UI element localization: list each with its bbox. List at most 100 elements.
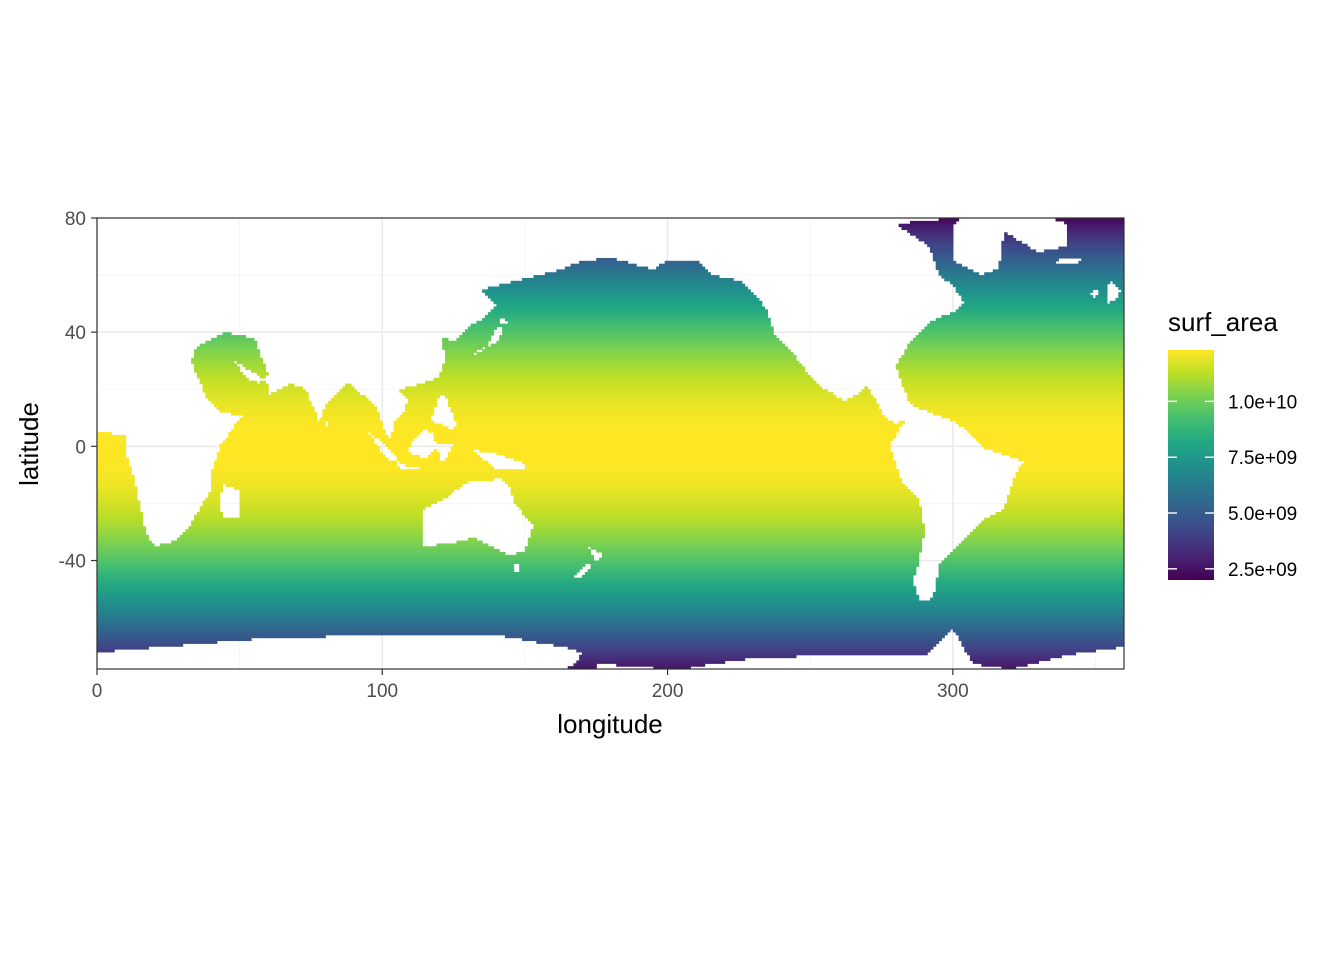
ocean-cell-run [97,437,127,442]
ocean-cell-run [952,629,1124,633]
ocean-cell-run [1112,280,1124,285]
ocean-cell-run [972,434,1124,439]
ocean-cell-run [932,591,1124,596]
ocean-cell-run [97,443,127,447]
ocean-cell-run [453,426,900,430]
ocean-cell-run [399,414,432,419]
ocean-cell-run [222,440,375,445]
ocean-cell-run [530,529,925,533]
ocean-cell-run [510,489,911,493]
ocean-cell-run [530,520,923,525]
ocean-cell-run [530,531,925,536]
ocean-cell-run [952,549,1124,553]
x-tick-label: 200 [652,681,684,702]
ocean-cell-run [499,335,777,339]
ocean-cell-run [861,389,871,393]
ocean-cell-run [1004,235,1014,239]
ocean-cell-run [1018,457,1124,462]
ocean-cell-run [191,520,423,525]
ocean-cell-run [904,352,1124,356]
ocean-cell-run [427,429,900,433]
ocean-cell-run [978,440,1124,445]
ocean-cell-run [97,446,127,450]
ocean-cell-run [955,309,1124,313]
y-tick-label: 0 [75,437,86,458]
ocean-cell-run [504,454,894,459]
ocean-cell-run [524,466,897,470]
ocean-cell-run [1058,246,1124,250]
ocean-cell-run [1015,472,1124,476]
ocean-cell-run [898,360,1124,365]
ocean-cell-run [447,454,480,459]
ocean-cell-run [231,429,386,433]
ocean-cell-run [211,486,224,490]
ocean-cell-run [405,409,435,413]
ocean-cell-run [932,594,1124,599]
ocean-cell-run [442,346,483,350]
ocean-cell-run [97,477,135,482]
ocean-cell-run [852,394,874,399]
ocean-cell-run [952,283,1108,288]
ocean-cell-run [193,355,261,359]
ocean-cell-run [97,457,129,462]
ocean-cell-run [587,569,917,573]
ocean-cell-run [442,337,449,342]
ocean-cell-run [961,643,1124,647]
legend-label: 7.5e+09 [1228,448,1297,469]
ocean-cell-run [938,563,1124,567]
ocean-cell-run [921,329,1124,333]
ocean-cell-run [211,483,224,487]
ocean-cell-run [524,463,897,467]
legend-label: 1.0e+10 [1228,392,1297,413]
ocean-cell-run [196,374,246,379]
ocean-cell-run [211,472,900,476]
ocean-cell-run [219,446,381,450]
ocean-cell-run [898,369,1124,373]
ocean-cell-run [97,620,1124,624]
ocean-cell-run [947,554,1124,559]
ocean-cell-run [1066,243,1124,248]
ocean-cell-run [271,392,309,396]
ocean-cell-run [930,320,1124,325]
ocean-cell-run [1001,509,1124,513]
ocean-cell-run [199,506,221,510]
ocean-cell-run [97,574,575,579]
ocean-cell-run [97,631,948,636]
ocean-cell-run [97,497,138,502]
ocean-cell-run [1001,257,1059,262]
ocean-cell-run [97,466,132,470]
ocean-cell-run [961,640,1124,644]
ocean-cell-run [967,534,1124,539]
x-axis: 0 100 200 300 [92,669,969,702]
ocean-cell-run [97,474,135,479]
ocean-cell-run [393,429,423,433]
ocean-cell-run [910,400,1124,405]
ocean-cell-run [935,577,1124,582]
ocean-cell-run [97,637,252,642]
ocean-cell-run [433,377,814,382]
legend-ticks: 1.0e+10 7.5e+09 5.0e+09 2.5e+09 [1168,392,1297,581]
ocean-cell-run [465,329,495,333]
ocean-cell-run [219,449,381,453]
ocean-cell-run [955,631,1124,636]
ocean-cell-run [927,243,954,248]
ocean-cell-run [345,383,352,388]
ocean-cell-run [205,497,221,502]
ocean-cell-run [447,452,478,456]
ocean-cell-run [596,549,923,553]
ocean-cell-run [601,554,920,559]
ocean-cell-run [487,312,769,316]
ocean-cell-run [1064,220,1124,225]
ocean-cell-run [972,529,1124,533]
ocean-cell-run [402,412,435,416]
ocean-cell-run [390,449,409,453]
ocean-cell-run [231,412,318,416]
y-tick-label: 40 [65,323,86,344]
ocean-cell-run [462,332,495,336]
ocean-cell-run [499,283,746,288]
ocean-cell-run [576,649,931,653]
ocean-cell-run [938,566,1124,570]
ocean-cell-run [276,389,306,393]
ocean-cell-run [97,517,144,522]
ocean-cell-run [245,366,266,370]
